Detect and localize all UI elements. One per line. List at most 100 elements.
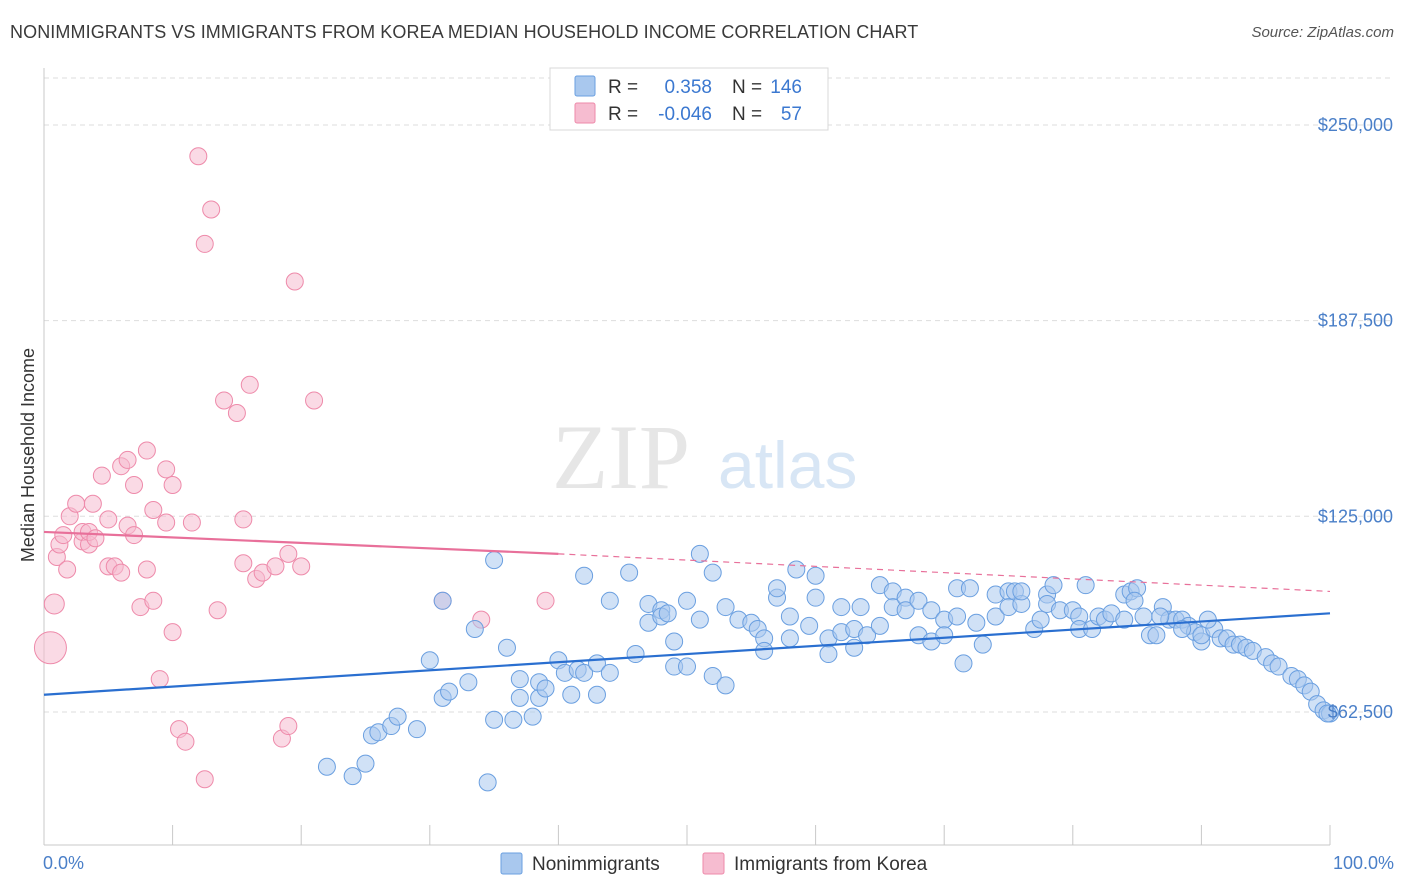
blue-point-16 (485, 710, 504, 729)
blue-point-32 (587, 685, 606, 704)
pink-point-41 (208, 601, 227, 620)
blue-point-61 (780, 607, 799, 626)
pink-point-27 (144, 591, 163, 610)
blue-point-71 (851, 598, 870, 617)
blue-point-59 (780, 629, 799, 648)
blue-point-67 (832, 598, 851, 617)
blue-point-88 (960, 579, 979, 598)
y-axis-title: Median Household Income (18, 348, 38, 562)
blue-point-48 (703, 563, 722, 582)
blue-point-43 (665, 632, 684, 651)
pink-point-39 (195, 234, 214, 253)
blue-point-20 (510, 688, 529, 707)
correlation-legend: R = 0.358 N = 146 R = -0.046 N = 57 (549, 67, 829, 131)
blue-point-72 (858, 626, 877, 645)
pink-point-44 (234, 554, 253, 573)
legend-n-label-2: N = (732, 104, 762, 125)
blue-point-51 (716, 676, 735, 695)
blue-point-49 (703, 666, 722, 685)
y-tick-label-2: $187,500 (1318, 311, 1393, 331)
pink-point-18 (112, 563, 131, 582)
pink-point-28 (144, 501, 163, 520)
immigrants-trend-line (43, 530, 559, 555)
blue-point-45 (678, 657, 696, 676)
blue-point-99 (1031, 610, 1050, 629)
pink-point-4 (54, 526, 73, 545)
blue-point-86 (948, 607, 967, 626)
pink-point-29 (150, 670, 169, 689)
pink-point-46 (240, 375, 259, 394)
pink-point-43 (227, 403, 246, 422)
pink-point-53 (285, 272, 304, 291)
blue-point-70 (845, 638, 864, 657)
legend-swatch-blue (574, 75, 596, 97)
blue-point-9 (433, 591, 452, 610)
blue-point-27 (562, 685, 581, 704)
pink-point-52 (279, 544, 298, 563)
x-tick-label-max: 100.0% (1333, 853, 1394, 873)
pink-point-33 (163, 623, 182, 642)
nonimmigrants-points (317, 544, 1339, 792)
pink-point-35 (176, 732, 195, 751)
bottom-legend-swatch-pink (702, 852, 725, 875)
blue-point-97 (1012, 582, 1031, 601)
legend-r-label-2: R = (608, 104, 638, 125)
legend-swatch-pink (574, 102, 596, 124)
blue-point-81 (922, 601, 941, 620)
pink-point-12 (83, 494, 102, 513)
legend-n-label-1: N = (732, 77, 762, 98)
blue-point-136 (1269, 657, 1288, 676)
blue-point-87 (954, 654, 973, 673)
gridlines (44, 77, 1394, 713)
pink-point-36 (182, 513, 201, 532)
blue-point-102 (1044, 576, 1063, 595)
immigrants-points (33, 147, 555, 789)
blue-point-47 (690, 544, 709, 563)
blue-point-91 (986, 607, 1005, 626)
blue-point-84 (935, 626, 954, 645)
blue-point-148 (1125, 591, 1144, 610)
pink-point-37 (189, 147, 208, 166)
pink-point-15 (99, 510, 118, 529)
blue-point-64 (806, 588, 825, 607)
blue-point-65 (819, 645, 838, 664)
blue-point-50 (716, 598, 735, 617)
blue-point-11 (440, 682, 459, 701)
blue-point-36 (626, 645, 645, 664)
blue-point-1 (343, 767, 362, 786)
blue-point-0 (317, 757, 336, 776)
pink-point-31 (157, 460, 176, 479)
y-tick-label-3: $250,000 (1318, 115, 1393, 135)
blue-point-79 (909, 591, 928, 610)
blue-point-44 (678, 591, 696, 610)
blue-point-21 (523, 707, 542, 726)
pink-point-26 (137, 441, 156, 460)
blue-point-144 (1318, 704, 1337, 723)
blue-point-30 (575, 663, 594, 682)
y-tick-labels: $62,500 $125,000 $187,500 $250,000 (1318, 115, 1393, 722)
blue-point-14 (478, 773, 497, 792)
blue-point-146 (1173, 619, 1192, 638)
bottom-legend-label-2: Immigrants from Korea (734, 854, 928, 875)
blue-point-18 (504, 710, 523, 729)
blue-point-118 (1147, 626, 1166, 645)
pink-point-51 (279, 717, 298, 736)
source-label: Source: ZipAtlas.com (1251, 24, 1394, 41)
legend-r-value-2: -0.046 (658, 104, 712, 125)
pink-point-20 (118, 450, 137, 469)
pink-point-54 (292, 557, 311, 576)
blue-point-147 (1151, 607, 1170, 626)
blue-point-35 (620, 563, 639, 582)
blue-point-33 (600, 591, 619, 610)
blue-point-7 (407, 720, 426, 739)
pink-point-38 (195, 770, 214, 789)
blue-point-34 (600, 663, 619, 682)
pink-point-0 (33, 631, 67, 665)
watermark-zip: ZIP (552, 406, 690, 508)
pink-point-58 (536, 591, 555, 610)
legend-r-label-1: R = (608, 77, 638, 98)
pink-point-13 (86, 529, 105, 548)
watermark-atlas: atlas (718, 428, 857, 502)
pink-point-1 (43, 593, 65, 615)
blue-point-60 (787, 560, 806, 579)
